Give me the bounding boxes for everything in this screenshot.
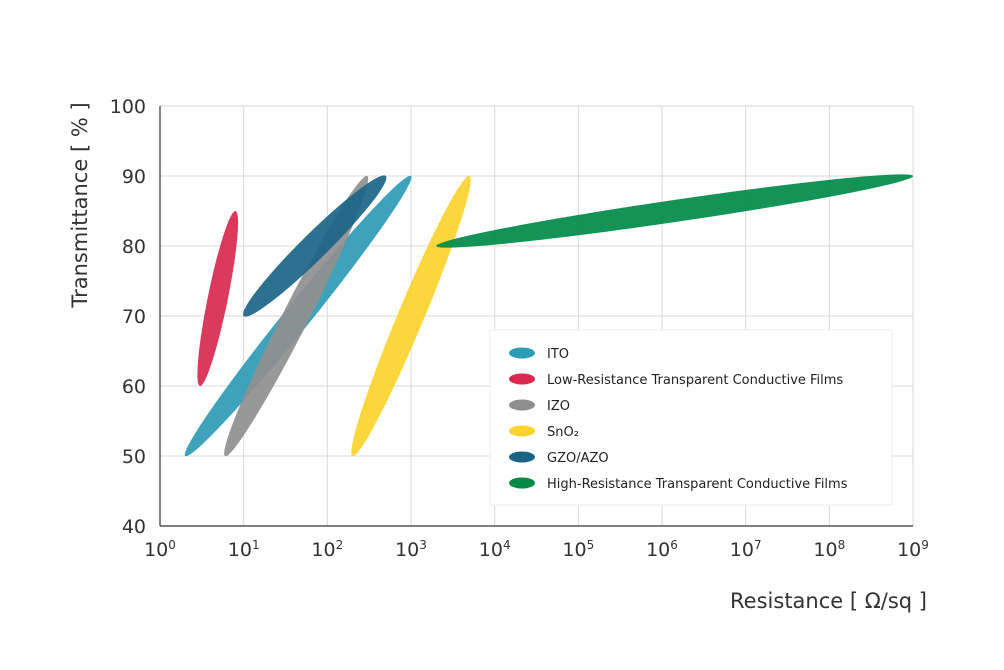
x-tick-label: 107: [730, 538, 762, 561]
x-tick-label: 101: [228, 538, 260, 561]
x-tick-label: 106: [646, 538, 678, 561]
legend-swatch: [509, 425, 535, 437]
legend-swatch: [509, 347, 535, 359]
data-regions: [184, 174, 914, 457]
x-tick-label: 100: [144, 538, 176, 561]
y-tick-label: 100: [110, 96, 146, 118]
x-tick-label: 108: [813, 538, 845, 561]
legend-label: IZO: [547, 399, 570, 414]
y-tick-label: 70: [122, 306, 146, 328]
x-tick-labels: 100 101 102 103 104 105 106 107 108 109: [144, 538, 929, 561]
x-tick-label: 103: [395, 538, 427, 561]
x-tick-label: 105: [562, 538, 594, 561]
y-tick-label: 60: [122, 376, 146, 398]
region-6: [436, 174, 914, 248]
x-tick-label: 109: [897, 538, 929, 561]
region-2: [197, 210, 239, 387]
legend-label: High-Resistance Transparent Conductive F…: [547, 477, 848, 492]
y-tick-label: 40: [122, 516, 146, 538]
y-tick-label: 90: [122, 166, 146, 188]
legend-swatch: [509, 477, 535, 489]
legend: ITO Low-Resistance Transparent Conductive…: [489, 329, 893, 506]
x-axis-title: Resistance [ Ω/sq ]: [730, 589, 927, 613]
axes: [159, 106, 913, 527]
region-5: [243, 175, 387, 317]
y-tick-label: 80: [122, 236, 146, 258]
x-tick-label: 104: [479, 538, 511, 561]
y-tick-label: 50: [122, 446, 146, 468]
legend-swatch: [509, 373, 535, 385]
legend-label: GZO/AZO: [547, 451, 609, 466]
legend-swatch: [509, 451, 535, 463]
y-tick-labels: 40 50 60 70 80 90 100: [110, 96, 146, 538]
x-tick-label: 102: [311, 538, 343, 561]
legend-box: [489, 329, 893, 506]
legend-swatch: [509, 399, 535, 411]
legend-label: ITO: [547, 347, 569, 362]
legend-label: Low-Resistance Transparent Conductive Fi…: [547, 373, 843, 388]
y-axis-title: Transmittance [ % ]: [68, 102, 92, 308]
legend-label: SnO₂: [547, 425, 579, 440]
